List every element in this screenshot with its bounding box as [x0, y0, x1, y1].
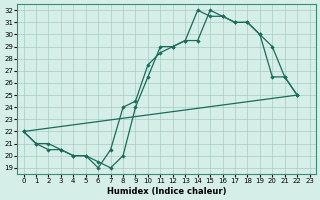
X-axis label: Humidex (Indice chaleur): Humidex (Indice chaleur) — [107, 187, 226, 196]
